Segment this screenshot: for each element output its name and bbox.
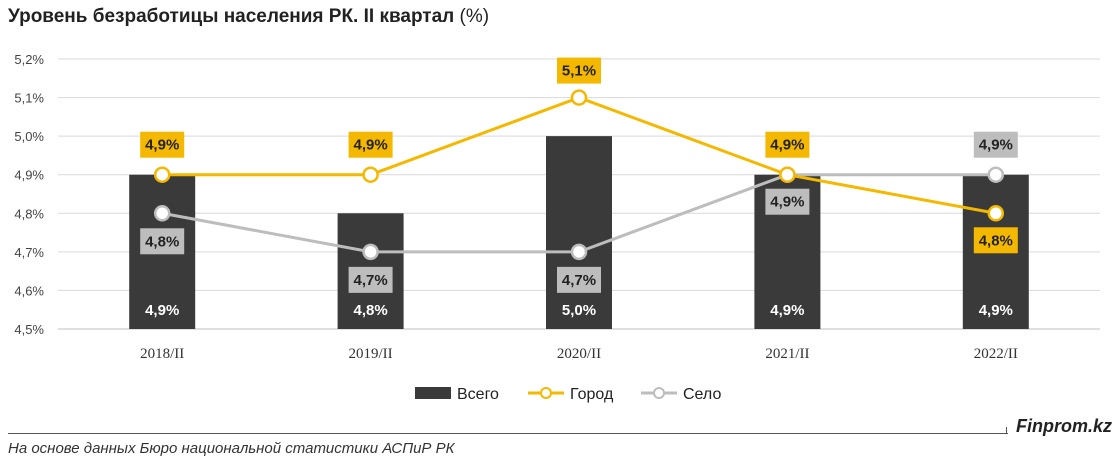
x-tick-label: 2019/II [349,346,393,362]
y-tick-label: 4,7% [14,245,44,260]
city-value-label-text: 4,9% [145,137,179,154]
rural-value-label-bg [557,266,601,293]
y-tick-label: 4,8% [14,206,44,221]
brand-logo-text[interactable]: Finprom.kz [1015,416,1112,436]
chart-title-main: Уровень безработицы населения РК. II ква… [8,6,455,27]
series-point [987,166,1005,183]
line-series [153,89,1005,261]
legend-item: Всего [415,386,499,403]
bar [546,136,612,329]
x-axis: 2018/II 2019/II 2020/II 2021/II 2022/II [58,328,1100,362]
bar-value-label: 5,0% [562,302,596,319]
y-tick-label: 5,1% [14,91,44,106]
legend-item: Город [528,386,614,403]
bar-value-label: 4,8% [353,302,387,319]
y-tick-label: 5,2% [14,52,44,67]
rural-value-label: 4,7% [348,266,393,293]
city-value-label: 4,9% [348,131,393,158]
legend: Всего Город Село [415,386,721,403]
x-tick-label: 2018/II [140,346,184,362]
city-value-label-bg [140,131,185,158]
rural-value-label-text: 4,7% [353,272,387,289]
chart: 4,5% 4,6% 4,7% 4,8% 4,9% 5,0% 5,1% 5,2% 2018/II… [14,52,1100,403]
footer-divider-tick [1006,427,1007,434]
city-value-label-bg [557,57,601,84]
city-value-label-bg [765,131,810,158]
chart-title-unit: (%) [459,6,490,27]
footer-divider [8,433,1008,434]
city-value-label-text: 4,9% [770,137,804,154]
legend-label: Всего [457,386,499,403]
chart-title: Уровень безработицы населения РК. II ква… [8,6,489,28]
rural-value-label-bg [765,188,810,215]
rural-value-label: 4,7% [557,266,601,293]
legend-swatch-marker [540,387,552,399]
rural-value-label-text: 4,8% [145,233,179,250]
y-axis: 4,5% 4,6% 4,7% 4,8% 4,9% 5,0% 5,1% 5,2% [14,52,44,337]
series-point [570,243,588,261]
rural-value-label-text: 4,9% [979,137,1013,154]
series-point [987,205,1005,222]
legend-item: Село [641,386,721,403]
bar-value-label: 4,9% [979,302,1013,319]
city-value-label: 5,1% [557,57,601,84]
rural-value-label-bg [140,228,185,255]
city-value-label-text: 4,8% [979,232,1013,249]
rural-value-label: 4,9% [765,188,810,215]
city-value-label-text: 4,9% [353,137,387,154]
bar-value-label: 4,9% [770,302,804,319]
x-tick-label: 2020/II [557,346,601,362]
x-tick-label: 2021/II [765,346,809,362]
series-point [153,205,171,222]
legend-label: Село [683,386,721,403]
rural-value-label-bg [973,131,1018,158]
rural-value-label-bg [348,266,393,293]
rural-value-label: 4,9% [973,131,1018,158]
series-point [362,166,379,183]
city-value-label-bg [348,131,393,158]
city-value-label: 4,9% [140,131,185,158]
series-point [570,89,588,106]
legend-label: Город [570,386,614,403]
city-value-label: 4,8% [973,227,1018,254]
city-value-label: 4,9% [765,131,810,158]
rural-value-label-text: 4,7% [562,272,596,289]
series-point [362,243,379,261]
source-note: На основе данных Бюро национальной стати… [8,440,455,457]
bar-value-label: 4,9% [145,302,179,319]
y-tick-label: 4,6% [14,283,44,298]
rural-value-label: 4,8% [140,228,185,255]
y-tick-label: 4,5% [14,322,44,337]
legend-swatch-marker [653,387,665,399]
y-tick-label: 4,9% [14,168,44,183]
data-labels: 4,9% 4,8% 5,0% 4,9% 4,9% 4,9% 4,9% 5,1% 4,9% 4,8%… [140,57,1018,319]
city-value-label-bg [973,227,1018,254]
y-tick-label: 5,0% [14,129,44,144]
city-value-label-text: 5,1% [562,63,596,80]
rural-value-label-text: 4,9% [770,194,804,211]
series-point [779,166,796,183]
legend-swatch-bar [415,387,451,399]
x-tick-label: 2022/II [974,346,1018,362]
series-point [153,166,171,183]
